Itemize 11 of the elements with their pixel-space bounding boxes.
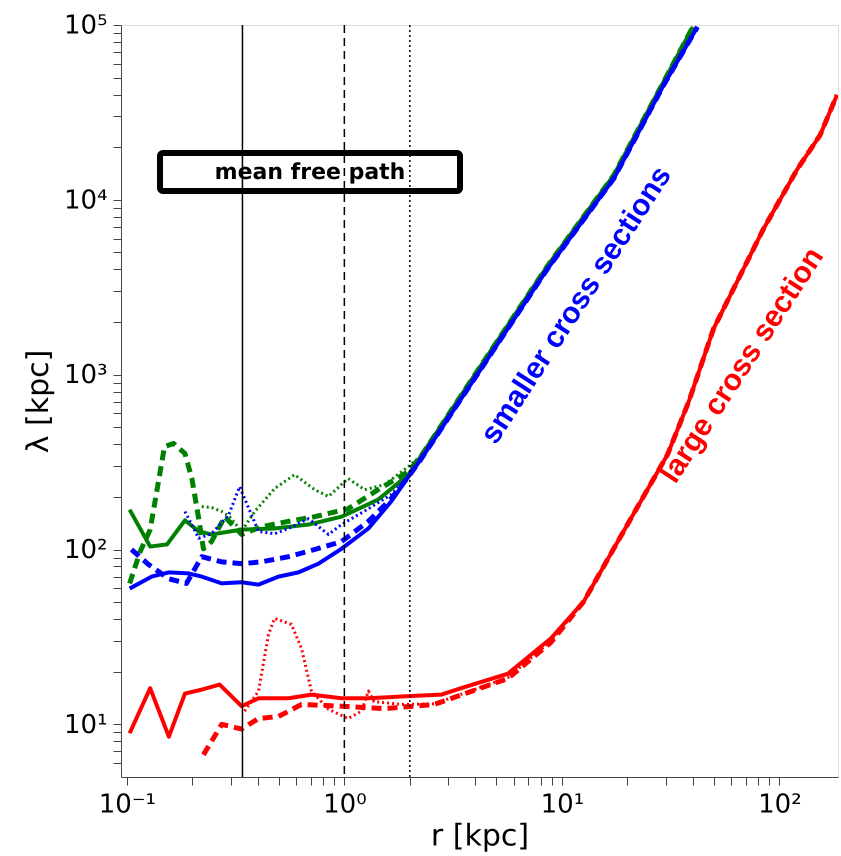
y-tick-label: 10⁵ xyxy=(64,10,108,40)
x-tick-label: 10² xyxy=(758,790,802,820)
y-axis-title: λ [kpc] xyxy=(20,350,56,454)
x-axis-title: r [kpc] xyxy=(430,818,530,854)
y-tick-label: 10⁴ xyxy=(64,185,108,216)
x-tick-label: 10⁰ xyxy=(323,790,367,820)
y-tick-label: 10² xyxy=(64,535,108,566)
y-tick-label: 10¹ xyxy=(64,710,108,740)
x-tick-label: 10¹ xyxy=(540,790,584,820)
y-tick-label: 10³ xyxy=(64,360,108,390)
x-tick-label: 10⁻¹ xyxy=(98,790,156,820)
